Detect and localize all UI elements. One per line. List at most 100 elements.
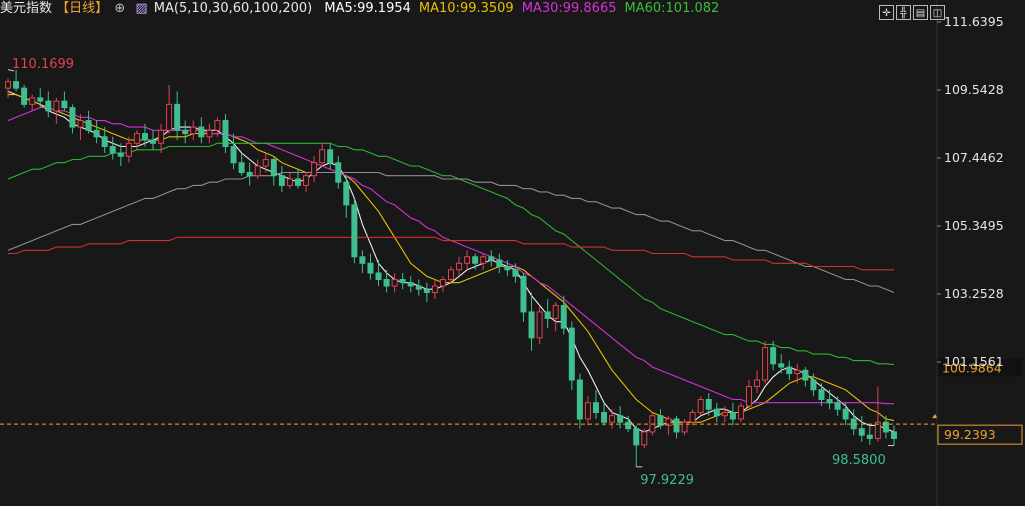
- ma-values: MA5:99.1954 MA10:99.3509 MA30:99.8665 MA60:…: [316, 0, 719, 18]
- candle-body-down: [335, 162, 342, 183]
- candle: [254, 159, 261, 179]
- candle: [423, 282, 430, 303]
- low-label: 98.5800: [832, 453, 886, 468]
- candle-body-down: [61, 100, 68, 109]
- chart-icon[interactable]: ▤: [913, 5, 928, 20]
- moving-average-lines: [7, 90, 895, 433]
- candle-body-down: [238, 162, 245, 173]
- candle-body-down: [504, 266, 511, 271]
- candle: [488, 250, 495, 267]
- candle: [117, 143, 124, 166]
- candle-body-down: [882, 421, 889, 433]
- candle: [472, 253, 479, 270]
- candle-body-down: [327, 149, 334, 164]
- candle-body-up: [286, 178, 293, 186]
- candle: [448, 266, 454, 283]
- candle-body-up: [721, 411, 728, 417]
- low-label: 97.9229: [640, 473, 694, 488]
- candle: [77, 114, 84, 141]
- candle-body-down: [568, 327, 575, 381]
- candle: [874, 386, 881, 442]
- crosshair-icon[interactable]: ✛: [879, 5, 894, 20]
- candle-body-up: [464, 256, 471, 264]
- candle: [343, 175, 350, 218]
- candle: [576, 373, 583, 429]
- ma-value-2: MA30:99.8665: [521, 1, 617, 16]
- instrument-title[interactable]: 美元指数: [0, 1, 53, 16]
- period-label[interactable]: 【日线】: [56, 1, 109, 16]
- candle: [496, 253, 503, 274]
- candle-body-down: [520, 275, 527, 313]
- candle: [182, 120, 189, 144]
- candle-body-down: [858, 428, 865, 436]
- candle: [294, 169, 301, 189]
- y-tick-label: 107.4462: [944, 150, 1004, 165]
- candle-body-down: [786, 366, 793, 375]
- candle: [762, 341, 769, 384]
- candle-body-down: [713, 408, 720, 417]
- candle: [882, 415, 889, 439]
- candle: [230, 133, 237, 170]
- candle-body-down: [705, 398, 712, 410]
- candle: [729, 402, 736, 426]
- candle-body-up: [448, 269, 454, 280]
- candle-body-up: [311, 162, 318, 177]
- candle-body-down: [407, 282, 414, 287]
- candle-body-up: [166, 103, 173, 131]
- y-tick-label: 105.3495: [944, 218, 1004, 233]
- candle: [45, 91, 52, 118]
- candle: [536, 305, 543, 345]
- candle-body-down: [802, 369, 809, 381]
- candle: [319, 143, 326, 166]
- candle: [858, 415, 865, 442]
- candle-body-down: [576, 379, 583, 420]
- settings-icon[interactable]: ⊕: [114, 1, 126, 16]
- grid-icon[interactable]: ╬: [896, 5, 911, 20]
- candle: [327, 143, 334, 170]
- candle: [141, 123, 148, 147]
- candle: [697, 396, 704, 416]
- candle: [601, 402, 608, 426]
- candle-body-down: [45, 100, 52, 112]
- candle: [174, 91, 181, 141]
- candle-body-down: [834, 402, 841, 410]
- candle-body-down: [343, 181, 350, 206]
- candle-body-down: [246, 171, 253, 177]
- candle: [834, 396, 841, 416]
- candle: [190, 120, 197, 141]
- y-tick-label: 111.6395: [944, 14, 1004, 29]
- candle-body-down: [415, 285, 422, 290]
- candle-body-down: [198, 126, 205, 138]
- candle-body-up: [214, 120, 221, 131]
- candle-body-up: [689, 411, 696, 423]
- candle: [754, 370, 761, 394]
- candle: [238, 153, 245, 176]
- candle: [641, 428, 648, 449]
- candle: [21, 84, 28, 108]
- candle-body-down: [93, 129, 100, 138]
- candle: [802, 367, 809, 387]
- ma-line-ma200: [8, 236, 894, 271]
- current-price-tag-box: [937, 424, 1023, 445]
- y-tick-label: 103.2528: [944, 286, 1004, 301]
- expand-icon[interactable]: ◫: [930, 5, 945, 20]
- candle-body-down: [512, 269, 519, 277]
- candle: [383, 269, 390, 293]
- candle: [512, 263, 519, 283]
- candle-body-down: [294, 178, 301, 186]
- candle-body-down: [657, 415, 664, 426]
- price-axis: 111.6395 109.5428 107.4462 105.3495 103.2528…: [936, 0, 1004, 506]
- candle: [407, 276, 414, 293]
- candle-body-up: [53, 100, 60, 112]
- candle-body-down: [109, 146, 116, 154]
- candle-body-down: [601, 411, 608, 423]
- y-tick-label: 101.1561: [944, 354, 1004, 369]
- indicator-icon[interactable]: ▨: [135, 1, 148, 16]
- ma-params[interactable]: MA(5,10,30,60,100,200): [153, 1, 313, 16]
- candle-body-down: [890, 431, 897, 439]
- candle: [810, 373, 817, 397]
- candle: [890, 425, 897, 446]
- ma-value-0: MA5:99.1954: [324, 1, 411, 16]
- candle: [721, 405, 728, 423]
